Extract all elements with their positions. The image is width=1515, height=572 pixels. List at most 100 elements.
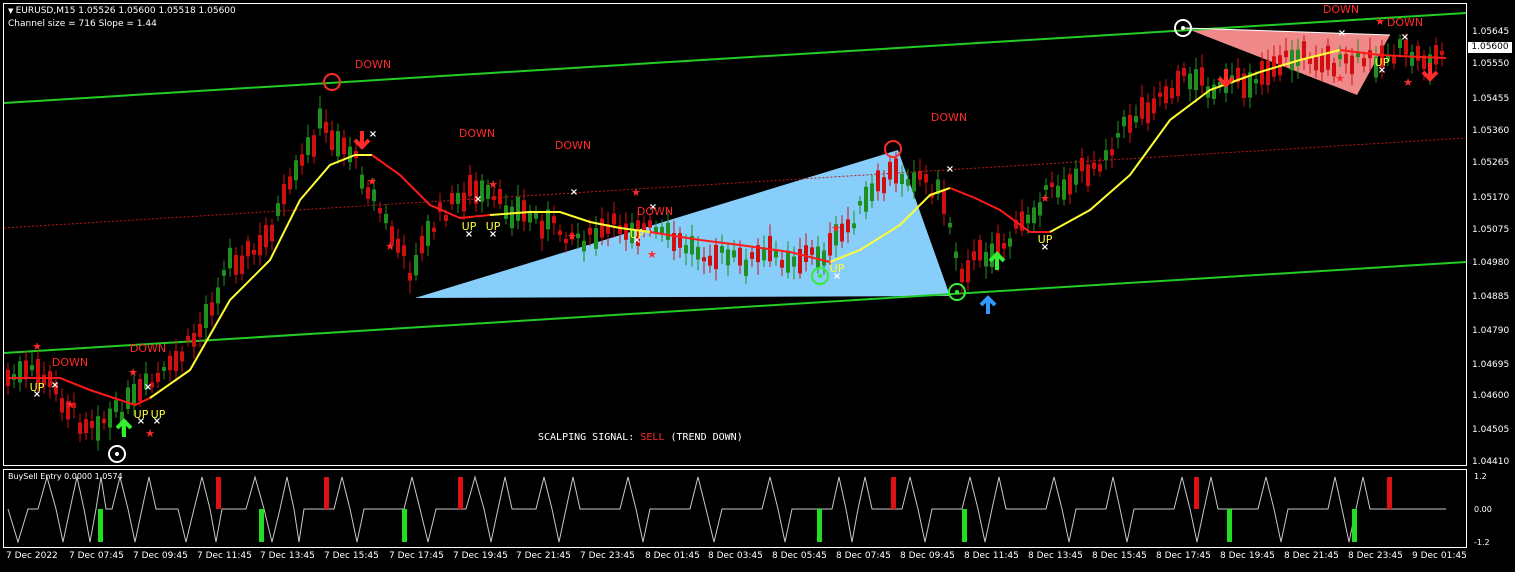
candle-body — [240, 255, 244, 275]
candle-body — [582, 240, 586, 252]
candle-body — [534, 212, 538, 219]
candle-body — [1014, 219, 1018, 229]
cross-icon: × — [137, 416, 145, 427]
candle-body — [618, 225, 622, 234]
candle-body — [1164, 86, 1168, 104]
candle-body — [1098, 164, 1102, 172]
candle-body — [60, 398, 64, 413]
candle-body — [660, 226, 664, 233]
candle-body — [1308, 57, 1312, 64]
candle-body — [1332, 62, 1336, 77]
candle-body — [1020, 211, 1024, 231]
candle-body — [1026, 214, 1030, 224]
up-label: UP — [1375, 56, 1390, 69]
candle-body — [1290, 49, 1294, 71]
candle-body — [300, 154, 304, 166]
cross-icon: × — [369, 129, 377, 140]
candle-body — [174, 350, 178, 372]
swing-low-circle-icon — [811, 267, 829, 285]
time-axis-label: 7 Dec 2022 — [6, 551, 58, 561]
candle-body — [1344, 54, 1348, 64]
candle-body — [606, 224, 610, 234]
down-label: DOWN — [355, 58, 391, 71]
star-icon: ★ — [32, 340, 42, 353]
candle-body — [1032, 207, 1036, 224]
candle-body — [750, 252, 754, 259]
candle-body — [276, 203, 280, 216]
candle-body — [366, 187, 370, 199]
candle-body — [648, 220, 652, 228]
candle-body — [348, 146, 352, 163]
candle-body — [1248, 72, 1252, 98]
candle-body — [1272, 56, 1276, 77]
candle-body — [690, 235, 694, 255]
candle-body — [420, 235, 424, 254]
candle-body — [324, 121, 328, 133]
candle-body — [468, 174, 472, 197]
price-axis-label: 1.05550 — [1472, 59, 1510, 69]
candle-body — [24, 360, 28, 380]
candle-body — [1296, 49, 1300, 66]
time-axis-label: 8 Dec 03:45 — [708, 551, 763, 561]
candle-body — [1404, 39, 1408, 55]
price-axis-label: 1.04600 — [1472, 391, 1510, 401]
candle-body — [18, 361, 22, 383]
buy-histogram-bar — [1352, 509, 1357, 542]
star-icon: ★ — [567, 230, 577, 243]
candle-body — [636, 220, 640, 247]
price-chart-pane[interactable] — [3, 3, 1467, 466]
cross-icon: × — [633, 235, 641, 246]
swing-high-circle-icon — [884, 140, 902, 158]
cross-icon: × — [1338, 28, 1346, 39]
candle-body — [444, 214, 448, 221]
candle-body — [342, 137, 346, 155]
candle-body — [432, 227, 436, 232]
candle-body — [1134, 115, 1138, 123]
candle-body — [30, 365, 34, 371]
cross-icon: × — [144, 382, 152, 393]
candle-body — [120, 411, 124, 426]
candle-body — [1416, 45, 1420, 61]
candle-body — [258, 235, 262, 256]
candle-body — [594, 228, 598, 249]
red-pattern-triangle — [1185, 28, 1390, 95]
candle-body — [798, 248, 802, 274]
candle-body — [882, 177, 886, 194]
buy-histogram-bar — [98, 509, 103, 542]
candle-body — [1110, 149, 1114, 156]
candle-body — [144, 373, 148, 390]
candle-body — [654, 226, 658, 234]
candle-body — [330, 130, 334, 151]
candle-body — [1356, 51, 1360, 58]
sell-arrow-icon — [1421, 63, 1439, 82]
candle-body — [1122, 116, 1126, 127]
cross-icon: × — [946, 164, 954, 175]
sell-histogram-bar — [458, 477, 463, 509]
buy-histogram-bar — [402, 509, 407, 542]
down-label: DOWN — [931, 111, 967, 124]
cross-icon: × — [1378, 65, 1386, 76]
channel-upper-line — [3, 12, 1467, 104]
indicator-subwindow[interactable] — [3, 469, 1467, 548]
candle-body — [732, 250, 736, 258]
cross-icon: × — [51, 380, 59, 391]
candle-body — [708, 255, 712, 266]
candle-body — [948, 222, 952, 228]
trend-line-down — [8, 377, 151, 407]
candle-body — [294, 160, 298, 181]
candle-body — [156, 372, 160, 382]
sub-axis-label-bottom: -1.2 — [1474, 538, 1490, 547]
candle-body — [966, 260, 970, 283]
up-label: UP — [1038, 233, 1053, 246]
sell-histogram-bar — [1387, 477, 1392, 509]
candle-body — [132, 384, 136, 404]
candle-body — [228, 247, 232, 269]
candle-body — [744, 259, 748, 276]
candle-body — [12, 374, 16, 380]
swing-high-circle-icon — [323, 73, 341, 91]
candle-body — [72, 402, 76, 408]
candle-body — [180, 351, 184, 362]
candle-body — [150, 382, 154, 388]
dropdown-triangle-icon[interactable]: ▼ — [8, 7, 16, 15]
